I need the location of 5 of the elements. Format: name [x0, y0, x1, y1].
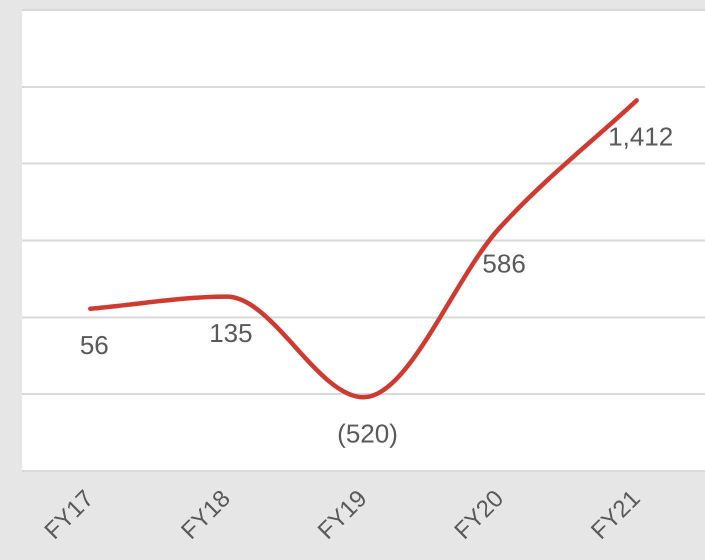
data-label: 56	[80, 330, 109, 360]
data-label: (520)	[337, 418, 398, 448]
data-label: 135	[209, 318, 253, 348]
data-label: 1,412	[608, 122, 674, 152]
data-label: 586	[482, 248, 526, 278]
